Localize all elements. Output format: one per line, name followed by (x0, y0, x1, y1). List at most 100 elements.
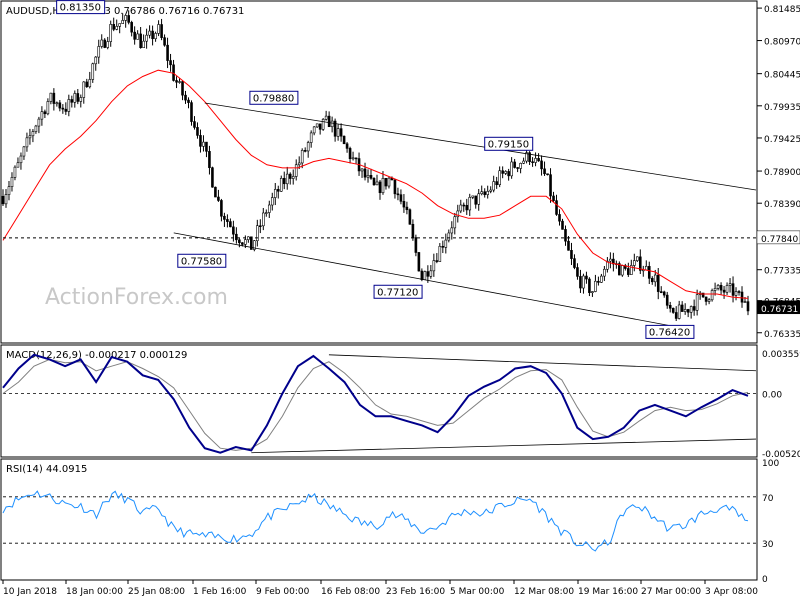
candle-body (145, 34, 148, 42)
rsi-tick-label: 0 (762, 575, 768, 585)
candle-body (635, 256, 639, 261)
candle-body (336, 128, 340, 137)
price-annotation: 0.77580 (177, 253, 227, 268)
candle-body (638, 256, 642, 271)
candle-body (525, 152, 528, 162)
candle-body (256, 225, 259, 242)
candle-body (375, 181, 379, 186)
rsi-tick-label: 30 (762, 540, 774, 550)
candle-body (540, 160, 543, 170)
candle-body (351, 157, 355, 160)
candle-body (432, 260, 436, 272)
candle-body (139, 33, 142, 48)
time-tick-label: 27 Mar 00:00 (641, 587, 701, 597)
current-price-tag: 0.76731 (761, 305, 798, 315)
candle-body (591, 291, 594, 293)
candle-body (609, 258, 612, 262)
candle-body (348, 148, 352, 160)
candle-body (504, 171, 507, 174)
candle-body (267, 204, 271, 213)
watermark: ActionForex.com (45, 285, 228, 310)
candle-body (16, 162, 20, 168)
candle-body (429, 270, 433, 277)
time-tick-label: 18 Jan 00:00 (66, 587, 123, 597)
annotation-box (177, 253, 227, 268)
candle-body (312, 126, 316, 134)
candle-body (52, 92, 56, 104)
candle-body (273, 189, 277, 198)
candle-body (211, 167, 214, 188)
candle-body (285, 173, 289, 185)
macd-upper-trendline (328, 354, 757, 372)
candle-body (345, 143, 349, 149)
candle-body (309, 132, 313, 143)
candle-body (133, 31, 136, 40)
rsi-layer (2, 490, 756, 552)
candle-body (259, 225, 262, 228)
candle-body (13, 166, 17, 178)
candle-body (276, 189, 280, 192)
current-price-tag-bg (756, 300, 800, 315)
candle-body (232, 226, 235, 235)
candle-body (528, 152, 531, 163)
candle-body (630, 265, 633, 275)
candle-body (621, 265, 624, 276)
candle-body (130, 22, 133, 33)
candle-body (327, 115, 331, 128)
candle-body (453, 216, 457, 229)
level-price-tag-bg (756, 230, 800, 245)
candle-body (423, 271, 427, 280)
candle-body (25, 137, 29, 148)
candle-body (226, 219, 229, 222)
candle-body (157, 24, 160, 34)
macd-line (2, 353, 749, 454)
macd-tick-label: 0.00 (762, 391, 782, 401)
axis-layer: 0.81485 0.80970 0.80445 0.79935 0.79425 0.789… (2, 5, 800, 597)
candle-body (64, 108, 68, 112)
time-tick-label: 25 Jan 08:00 (128, 587, 185, 597)
candle-body (85, 81, 89, 88)
price-tick-label: 0.81485 (764, 5, 800, 15)
macd-signal-line (2, 358, 749, 451)
candle-body (618, 263, 621, 276)
time-tick-label: 10 Jan 2018 (3, 587, 57, 597)
candle-body (647, 266, 651, 279)
candle-body (411, 223, 415, 238)
candle-body (513, 161, 516, 168)
candle-body (561, 220, 564, 230)
rsi-line (2, 490, 749, 552)
candle-body (486, 191, 489, 195)
candle-body (713, 288, 717, 291)
price-annotation: 0.77120 (373, 284, 423, 299)
candle-body (4, 194, 8, 205)
candle-body (441, 245, 445, 248)
candle-body (253, 240, 256, 250)
candle-body (534, 158, 537, 163)
candle-body (627, 268, 630, 275)
candle-body (127, 15, 130, 23)
candle-body (537, 158, 540, 162)
candle-body (737, 291, 741, 293)
candle-body (692, 306, 696, 311)
candle-body (435, 260, 439, 262)
price-tick-label: 0.79425 (764, 135, 800, 145)
candle-body (480, 191, 484, 195)
time-tick-label: 16 Feb 08:00 (321, 587, 380, 597)
main-layer: 0.81350 0.79880 0.79150 0.77580 0.77120 0.764… (1, 0, 757, 339)
annotation-box (484, 136, 534, 151)
candle-body (680, 304, 684, 312)
price-annotation: 0.76420 (645, 324, 695, 339)
candle-body (573, 258, 576, 268)
candle-body (43, 111, 47, 115)
candle-body (644, 266, 648, 271)
macd-tick-label: -0.005207 (762, 450, 800, 460)
time-tick-label: 1 Feb 16:00 (193, 587, 247, 597)
candle-body (118, 23, 121, 27)
price-annotation: 0.79150 (484, 136, 534, 151)
candle-body (264, 212, 268, 214)
candle-body (588, 278, 591, 293)
candle-body (34, 125, 38, 132)
candle-body (516, 167, 519, 169)
candle-body (659, 291, 663, 293)
